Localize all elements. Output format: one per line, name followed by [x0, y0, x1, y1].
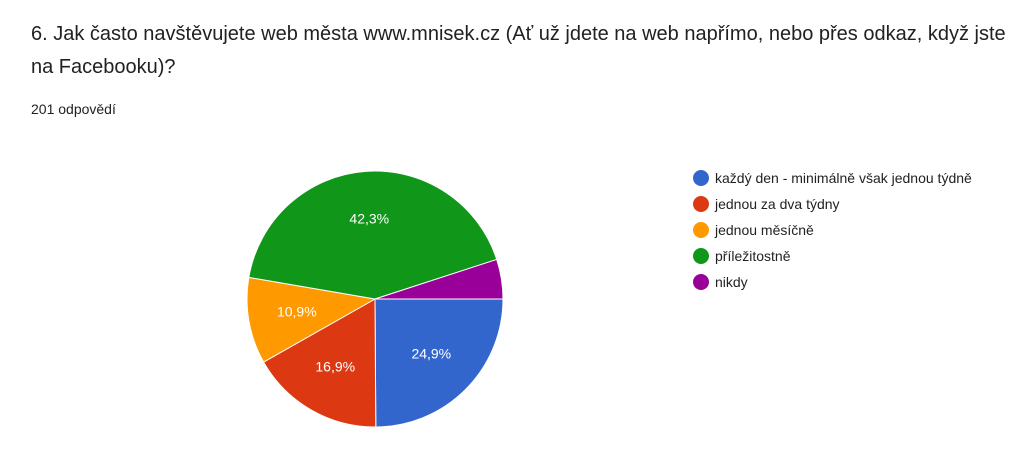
legend-label: jednou měsíčně [715, 222, 814, 238]
response-count: 201 odpovědí [31, 101, 116, 117]
legend-label: každý den - minimálně však jednou týdně [715, 170, 972, 186]
pie-slice [262, 298, 377, 428]
slice-label: 42,3% [349, 211, 389, 227]
slice-label: 16,9% [315, 358, 355, 374]
slice-label: 10,9% [277, 303, 317, 319]
legend-label: nikdy [715, 274, 748, 290]
pie-slice [374, 258, 504, 300]
slice-label: 24,9% [411, 346, 451, 362]
pie-slice [248, 170, 498, 300]
legend-item: nikdy [693, 272, 1003, 293]
legend-swatch [693, 222, 709, 238]
legend-label: příležitostně [715, 248, 791, 264]
pie-slice [246, 276, 377, 363]
legend-swatch [693, 274, 709, 290]
legend-item: příležitostně [693, 246, 1003, 267]
legend-label: jednou za dva týdny [715, 196, 840, 212]
legend-swatch [693, 196, 709, 212]
legend-swatch [693, 170, 709, 186]
legend-swatch [693, 248, 709, 264]
legend-item: jednou za dva týdny [693, 194, 1003, 215]
legend-item: jednou měsíčně [693, 220, 1003, 241]
legend-item: každý den - minimálně však jednou týdně [693, 168, 1003, 189]
legend: každý den - minimálně však jednou týdně j… [693, 168, 1003, 298]
pie-slice [374, 298, 504, 428]
question-title: 6. Jak často navštěvujete web města www.… [31, 23, 1006, 78]
